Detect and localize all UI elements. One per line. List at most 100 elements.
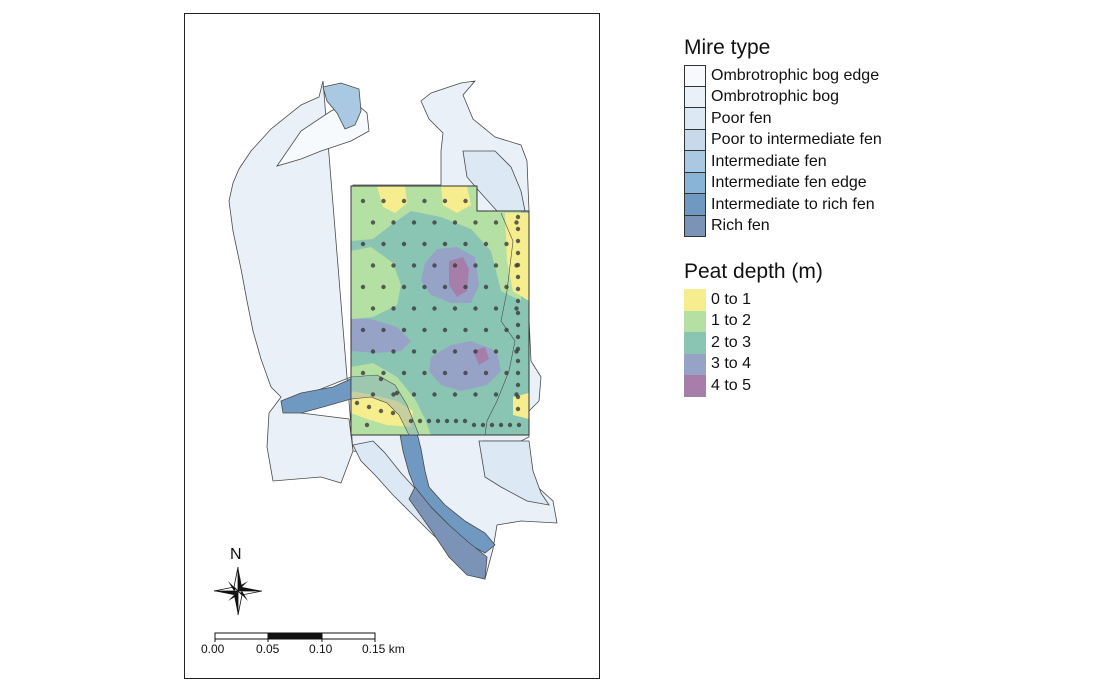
mire-legend-swatch: [684, 108, 706, 130]
map-frame: N 0.00 0.05 0.10 0.15 km: [184, 13, 600, 679]
sample-point: [473, 263, 478, 268]
sample-point: [391, 306, 396, 311]
sample-point: [515, 406, 521, 412]
sample-point: [463, 327, 468, 333]
sample-point: [360, 284, 366, 290]
peat-legend-item: 1 to 2: [684, 310, 823, 332]
sample-point: [394, 390, 400, 396]
north-label: N: [230, 546, 242, 563]
scale-tick-0: 0.00: [201, 642, 225, 656]
sample-point: [401, 370, 407, 376]
sample-point: [515, 262, 521, 268]
sample-point: [411, 263, 417, 268]
channel-overlay: [350, 374, 420, 436]
peat-legend-swatch: [684, 332, 706, 354]
sample-point: [381, 198, 386, 204]
sample-point: [515, 370, 521, 376]
sample-point: [422, 284, 427, 290]
mire-legend-label: Rich fen: [711, 217, 770, 235]
sample-point: [489, 422, 495, 428]
east-fen-edge-outline: [484, 212, 516, 436]
mire-legend-label: Intermediate fen: [711, 152, 827, 170]
mire-legend-swatch: [684, 172, 706, 194]
sample-point: [401, 327, 407, 333]
sample-point: [432, 392, 437, 397]
sample-point: [422, 241, 427, 247]
peat-legend-label: 4 to 5: [711, 376, 752, 394]
sample-points-layer: [354, 198, 522, 428]
sample-point: [463, 370, 468, 376]
sample-point: [493, 349, 499, 354]
sample-point: [442, 241, 448, 247]
scale-bar: [214, 632, 376, 642]
sample-point: [515, 238, 521, 244]
mire-legend-label: Ombrotrophic bog edge: [711, 66, 880, 84]
sample-point: [381, 327, 386, 333]
mire-polygon-intermediate-fen-north: [322, 82, 362, 130]
peat-zone-1-to-2-north: [351, 186, 521, 301]
peat-zone-0-to-1-east: [505, 213, 529, 301]
sample-point: [391, 392, 396, 397]
sample-point: [381, 284, 386, 290]
scale-tick-2: 0.10: [309, 642, 333, 656]
sample-point: [452, 392, 458, 397]
sample-point: [435, 418, 441, 424]
sample-point: [401, 284, 407, 290]
sample-point: [515, 226, 521, 232]
sample-point: [515, 274, 521, 280]
sample-point: [417, 418, 423, 424]
sample-point: [360, 370, 366, 376]
mire-polygon-poor-fen-southeast: [478, 440, 550, 506]
sample-point: [507, 422, 513, 428]
sample-point: [515, 346, 521, 352]
mire-legend-item: Intermediate fen: [684, 151, 882, 173]
mire-legend-item: Poor fen: [684, 108, 882, 130]
peat-legend-swatch: [684, 375, 706, 397]
sample-point: [462, 418, 468, 424]
peat-zone-3-to-4-west: [351, 319, 411, 353]
sample-point: [370, 306, 376, 311]
mire-legend-item: Ombrotrophic bog edge: [684, 65, 882, 87]
sample-point: [432, 349, 437, 354]
sample-point: [493, 263, 499, 268]
sample-point: [483, 284, 489, 290]
sample-point: [366, 404, 372, 410]
sample-point: [515, 214, 521, 220]
mire-legend-label: Poor fen: [711, 109, 772, 127]
mire-legend-label: Intermediate fen edge: [711, 174, 867, 192]
sample-point: [390, 410, 396, 416]
sample-point: [452, 263, 458, 268]
mire-legend-item: Intermediate to rich fen: [684, 194, 882, 216]
sample-point: [471, 422, 477, 428]
scale-tick-1: 0.05: [256, 642, 280, 656]
sample-point: [515, 334, 521, 340]
sample-point: [442, 198, 448, 204]
peat-legend-item: 4 to 5: [684, 375, 823, 397]
peat-legend-label: 3 to 4: [711, 355, 752, 373]
scale-tick-3: 0.15 km: [362, 642, 405, 656]
sample-point: [422, 198, 427, 204]
sample-point: [391, 220, 396, 225]
sample-point: [515, 358, 521, 364]
mire-polygon-rich-fen-south: [408, 486, 488, 580]
sample-point: [515, 286, 521, 292]
mire-legend-swatch: [684, 65, 706, 87]
sample-point: [432, 263, 437, 268]
sample-point: [432, 306, 437, 311]
mire-legend-item: Poor to intermediate fen: [684, 129, 882, 151]
peat-zone-1-to-2-west: [351, 247, 401, 319]
sample-point: [432, 220, 437, 225]
mire-legend-item: Ombrotrophic bog: [684, 86, 882, 108]
sample-point: [360, 198, 366, 204]
sample-point: [411, 220, 417, 225]
peat-legend-swatch: [684, 310, 706, 332]
sample-point: [411, 392, 417, 397]
sample-point: [514, 220, 519, 225]
mire-legend-swatch: [684, 86, 706, 108]
peat-depth-legend: Peat depth (m) 0 to 1 1 to 2 2 to 3 3 to 4 4…: [684, 259, 823, 397]
sample-point: [463, 198, 468, 204]
sample-point: [473, 220, 478, 225]
sample-point: [493, 306, 499, 311]
sample-point: [473, 349, 478, 354]
sample-point: [364, 422, 370, 428]
